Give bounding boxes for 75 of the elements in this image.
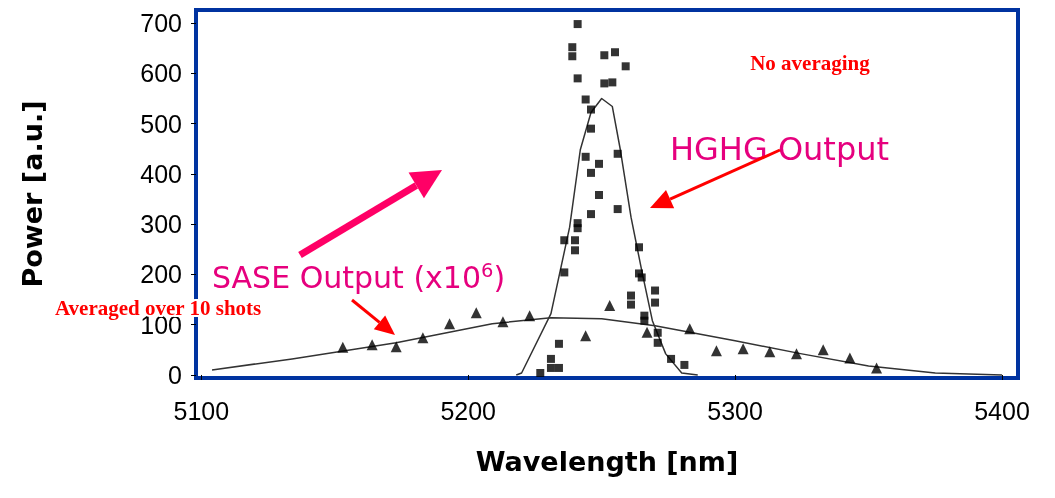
point — [817, 344, 829, 356]
point — [586, 105, 595, 114]
point — [641, 326, 653, 338]
point — [581, 152, 590, 161]
point — [640, 316, 649, 325]
point — [764, 346, 776, 358]
x-tick-label: 5300 — [707, 396, 763, 425]
point — [580, 330, 592, 342]
point — [581, 95, 590, 104]
point — [586, 210, 595, 219]
annotation: No averaging — [750, 51, 871, 75]
x-tick-label: 5100 — [173, 396, 230, 425]
point — [573, 20, 582, 29]
point — [554, 339, 563, 348]
point — [586, 168, 595, 177]
point — [790, 348, 802, 360]
point — [667, 354, 676, 363]
point — [844, 352, 856, 364]
point — [653, 328, 662, 337]
x-tick-label: 5400 — [974, 396, 1030, 425]
point — [653, 338, 662, 347]
point — [594, 159, 603, 168]
point — [568, 52, 577, 61]
point — [684, 323, 696, 335]
point — [390, 341, 402, 353]
y-tick-label: 400 — [140, 159, 182, 188]
point — [680, 360, 689, 369]
point — [366, 339, 378, 351]
point — [536, 368, 545, 377]
point — [337, 341, 349, 353]
point — [568, 43, 577, 52]
point — [560, 268, 569, 277]
point — [627, 300, 636, 309]
y-tick-label: 600 — [140, 59, 182, 88]
y-tick-label: 200 — [140, 260, 182, 289]
point — [651, 298, 660, 307]
y-tick-label: 500 — [140, 109, 182, 138]
y-tick-label: 700 — [140, 9, 182, 38]
y-tick-label: 300 — [140, 210, 182, 239]
point — [710, 345, 722, 357]
point — [627, 291, 636, 300]
y-tick-label: 0 — [168, 360, 182, 389]
point — [600, 79, 609, 88]
point — [554, 363, 563, 372]
point — [611, 48, 620, 57]
annotation: HGHG Output — [670, 130, 890, 168]
point — [637, 273, 646, 282]
x-tick-label: 5200 — [440, 396, 497, 425]
point — [546, 363, 555, 372]
point — [444, 318, 456, 330]
point — [470, 307, 482, 319]
annotation: SASE Output (x10$^{6}$) — [212, 258, 506, 295]
point — [604, 300, 616, 312]
point — [546, 354, 555, 363]
point — [586, 124, 595, 133]
point — [737, 343, 749, 355]
point — [600, 51, 609, 60]
point — [613, 149, 622, 158]
point — [417, 332, 429, 344]
point — [573, 74, 582, 83]
point — [594, 191, 603, 200]
point — [524, 310, 536, 322]
point — [613, 205, 622, 214]
point — [635, 243, 644, 252]
point — [651, 286, 660, 295]
point — [871, 362, 883, 374]
point — [560, 236, 569, 245]
point — [608, 78, 617, 87]
y-axis-title: Power [a.u.] — [17, 100, 48, 288]
point — [497, 316, 509, 328]
point — [621, 62, 630, 71]
point — [570, 246, 579, 255]
point — [570, 236, 579, 245]
point — [573, 224, 582, 233]
x-axis-title: Wavelength [nm] — [475, 446, 739, 477]
